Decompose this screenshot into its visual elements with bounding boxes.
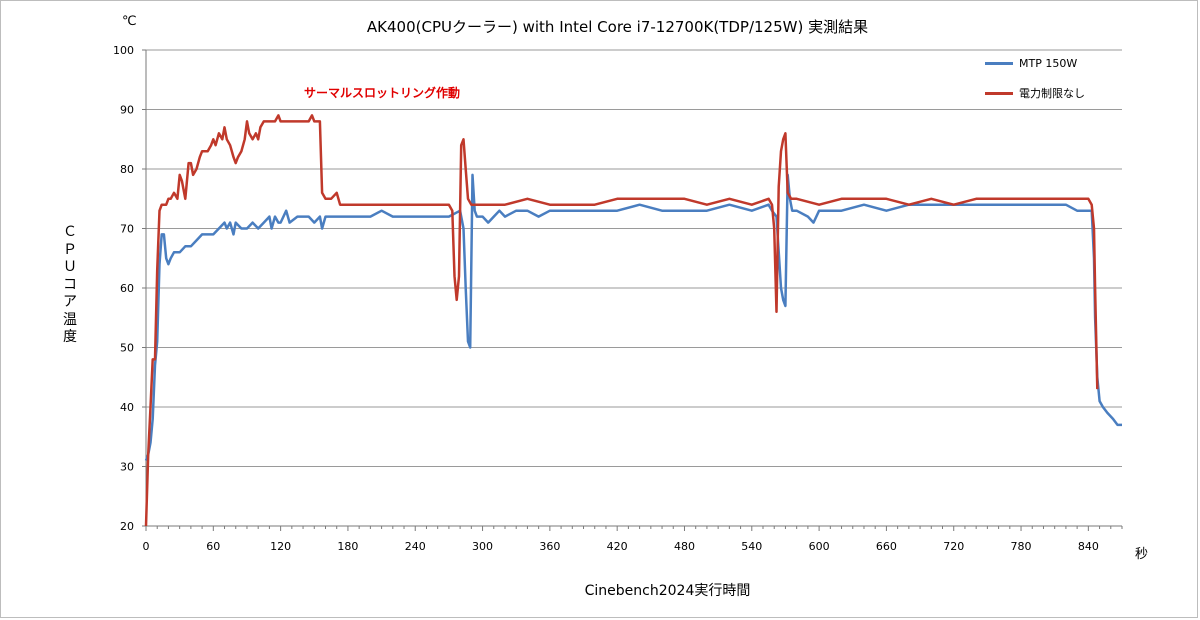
x-tick-label: 180 [337, 540, 358, 553]
y-tick-label: 60 [120, 282, 134, 295]
y-axis-label: ＣＰＵコア温度 [63, 224, 77, 345]
y-tick-label: 50 [120, 342, 134, 355]
legend-label: MTP 150W [1019, 57, 1078, 70]
x-tick-label: 480 [674, 540, 695, 553]
legend-item-mtp-150w: MTP 150W [985, 57, 1077, 70]
y-tick-label: 40 [120, 401, 134, 414]
chart-title: AK400(CPUクーラー) with Intel Core i7-12700K… [366, 18, 869, 36]
x-tick-label: 420 [607, 540, 628, 553]
x-tick-label: 720 [943, 540, 964, 553]
y-tick-label: 30 [120, 461, 134, 474]
series-line-no-power-limit [144, 114, 1099, 527]
legend-swatch [985, 62, 1013, 65]
y-tick-label: 20 [120, 520, 134, 533]
legend-label: 電力制限なし [1019, 87, 1085, 100]
thermal-throttling-annotation: サーマルスロットリング作動 [304, 86, 461, 100]
x-tick-label: 660 [876, 540, 897, 553]
x-tick-label: 840 [1078, 540, 1099, 553]
x-tick-label: 540 [741, 540, 762, 553]
x-tick-label: 360 [539, 540, 560, 553]
x-axis-label: Cinebench2024実行時間 [584, 583, 751, 599]
y-axis-unit: ℃ [122, 14, 137, 29]
x-tick-label: 300 [472, 540, 493, 553]
x-tick-label: 0 [143, 540, 150, 553]
y-tick-label: 80 [120, 163, 134, 176]
y-tick-label: 90 [120, 104, 134, 117]
x-tick-label: 60 [206, 540, 220, 553]
y-tick-label: 70 [120, 223, 134, 236]
x-tick-label: 240 [405, 540, 426, 553]
legend-item-no-power-limit: 電力制限なし [985, 85, 1085, 101]
x-axis-unit: 秒 [1135, 547, 1149, 562]
series-line-mtp-150w [144, 173, 1122, 462]
legend-swatch [985, 91, 1013, 95]
x-tick-label: 120 [270, 540, 291, 553]
y-tick-label: 100 [113, 44, 134, 57]
x-tick-label: 780 [1011, 540, 1032, 553]
x-tick-label: 600 [809, 540, 830, 553]
